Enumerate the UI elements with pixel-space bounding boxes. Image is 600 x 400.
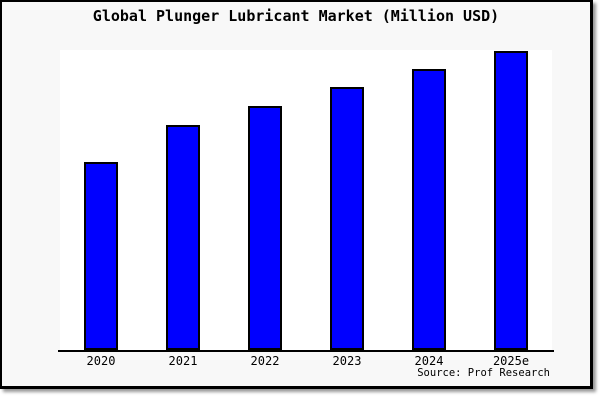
chart-title: Global Plunger Lubricant Market (Million…	[92, 7, 500, 25]
x-axis-line	[58, 350, 554, 352]
bar-2024	[412, 69, 446, 350]
source-credit: Source: Prof Research	[417, 367, 550, 379]
x-tick-2025e: 2025e	[492, 354, 530, 368]
x-tick-2024: 2024	[414, 354, 444, 368]
bar-2020	[84, 162, 118, 350]
x-tick-2020: 2020	[86, 354, 116, 368]
bar-2021	[166, 125, 200, 350]
bar-2022	[248, 106, 282, 350]
x-tick-2021: 2021	[168, 354, 198, 368]
plot-area	[60, 50, 552, 350]
bar-2023	[330, 87, 364, 350]
chart-frame: Global Plunger Lubricant Market (Million…	[0, 0, 593, 389]
x-tick-2022: 2022	[250, 354, 280, 368]
bar-2025e	[494, 51, 528, 350]
x-tick-2023: 2023	[332, 354, 362, 368]
